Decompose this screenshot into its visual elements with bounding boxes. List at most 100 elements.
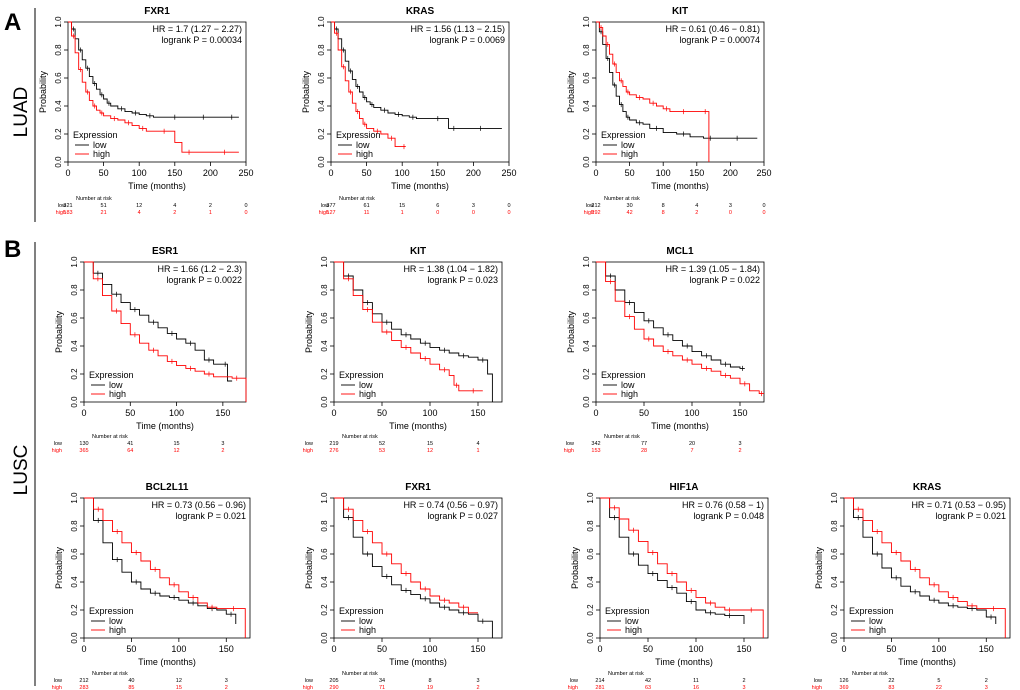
- x-tick-label: 0: [65, 168, 70, 178]
- y-tick-label: 0.4: [320, 340, 329, 352]
- y-tick-label: 0.8: [320, 520, 329, 532]
- risk-value: 1: [209, 210, 212, 216]
- x-tick-label: 0: [331, 644, 336, 654]
- legend-title: Expression: [601, 130, 646, 140]
- risk-value: 30: [627, 203, 633, 209]
- risk-value: 3: [476, 678, 479, 684]
- logrank-p-label: logrank P = 0.027: [427, 511, 498, 521]
- x-tick-label: 50: [362, 168, 372, 178]
- logrank-p-label: logrank P = 0.021: [935, 511, 1006, 521]
- risk-value: 281: [595, 685, 604, 690]
- chart-title: MCL1: [666, 246, 694, 257]
- y-tick-label: 0.0: [54, 156, 63, 168]
- risk-row-label: low: [58, 203, 66, 209]
- risk-value: 2: [742, 678, 745, 684]
- risk-table-header: Number at risk: [76, 196, 112, 202]
- risk-value: 8: [428, 678, 431, 684]
- risk-value: 2: [738, 448, 741, 454]
- survival-curve-high: [596, 21, 710, 162]
- risk-value: 3: [225, 678, 228, 684]
- x-tick-label: 100: [395, 168, 410, 178]
- risk-value: 127: [326, 210, 335, 216]
- risk-value: 8: [662, 210, 665, 216]
- risk-value: 4: [138, 210, 141, 216]
- risk-value: 3: [985, 685, 988, 690]
- plot-frame: [333, 261, 503, 403]
- survival-curve-low: [68, 21, 239, 118]
- x-axis-label: Time (months): [136, 421, 194, 431]
- risk-value: 183: [63, 210, 72, 216]
- risk-table-header: Number at risk: [604, 196, 640, 202]
- y-axis-label: Probability: [566, 310, 576, 353]
- risk-value: 212: [591, 203, 600, 209]
- legend-title: Expression: [89, 606, 134, 616]
- risk-table-header: Number at risk: [92, 434, 128, 440]
- plot-frame: [843, 497, 1011, 639]
- risk-row-label: low: [586, 203, 594, 209]
- y-tick-label: 0.4: [317, 100, 326, 112]
- legend-title: Expression: [73, 130, 118, 140]
- hazard-ratio-label: HR = 0.74 (0.56 − 0.97): [403, 500, 498, 510]
- plot-frame: [330, 21, 510, 163]
- risk-table-header: Number at risk: [608, 671, 644, 677]
- x-tick-label: 100: [684, 408, 699, 418]
- legend-label-low: low: [621, 380, 635, 390]
- risk-value: 2: [985, 678, 988, 684]
- group-label-lusc: LUSC: [11, 445, 32, 496]
- logrank-p-label: logrank P = 0.0022: [166, 275, 242, 285]
- risk-value: 0: [762, 210, 765, 216]
- x-axis-label: Time (months): [389, 421, 447, 431]
- risk-value: 2: [225, 685, 228, 690]
- y-tick-label: 1.0: [586, 492, 595, 504]
- x-tick-label: 50: [625, 168, 635, 178]
- risk-value: 42: [627, 210, 633, 216]
- survival-curve-high: [84, 497, 246, 638]
- survival-curve-low: [84, 497, 237, 624]
- legend-label-high: high: [625, 625, 642, 635]
- risk-row-label: high: [52, 448, 62, 454]
- legend-title: Expression: [849, 606, 894, 616]
- km-chart-lusc-esr1: ESR1 HR = 1.66 (1.2 − 2.3)logrank P = 0.0…: [52, 246, 247, 454]
- chart-title: HIF1A: [670, 482, 699, 493]
- legend-label-high: high: [93, 149, 110, 159]
- risk-value: 219: [329, 441, 338, 447]
- y-tick-label: 0.4: [586, 576, 595, 588]
- risk-value: 64: [127, 448, 133, 454]
- x-tick-label: 0: [841, 644, 846, 654]
- km-chart-lusc-kras: KRAS HR = 0.71 (0.53 − 0.95)logrank P = 0…: [812, 482, 1011, 690]
- y-axis-label: Probability: [54, 310, 64, 353]
- plot-frame: [83, 261, 247, 403]
- y-tick-label: 0.2: [320, 604, 329, 616]
- y-tick-label: 0.0: [70, 396, 79, 408]
- logrank-p-label: logrank P = 0.00074: [679, 35, 760, 45]
- risk-value: 22: [936, 685, 942, 690]
- x-tick-label: 50: [99, 168, 109, 178]
- logrank-p-label: logrank P = 0.048: [693, 511, 764, 521]
- hazard-ratio-label: HR = 0.61 (0.46 − 0.81): [665, 24, 760, 34]
- hazard-ratio-label: HR = 1.56 (1.13 − 2.15): [410, 24, 505, 34]
- y-tick-label: 0.2: [582, 128, 591, 140]
- y-tick-label: 0.8: [70, 520, 79, 532]
- legend-label-low: low: [356, 140, 370, 150]
- legend-label-high: high: [109, 389, 126, 399]
- legend-label-low: low: [93, 140, 107, 150]
- x-tick-label: 150: [215, 408, 230, 418]
- y-tick-label: 0.6: [582, 72, 591, 84]
- y-tick-label: 1.0: [582, 16, 591, 28]
- x-tick-label: 0: [81, 644, 86, 654]
- y-tick-label: 0.0: [70, 632, 79, 644]
- chart-title: KIT: [672, 6, 688, 17]
- survival-curve-high: [596, 261, 764, 395]
- risk-table-header: Number at risk: [852, 671, 888, 677]
- risk-row-label: high: [303, 448, 313, 454]
- y-tick-label: 1.0: [320, 256, 329, 268]
- x-tick-label: 150: [470, 408, 485, 418]
- y-tick-label: 0.8: [582, 44, 591, 56]
- logrank-p-label: logrank P = 0.021: [175, 511, 246, 521]
- risk-value: 212: [79, 678, 88, 684]
- risk-value: 11: [693, 678, 699, 684]
- x-tick-label: 200: [203, 168, 218, 178]
- group-label-luad: LUAD: [11, 87, 32, 138]
- survival-curve-low: [844, 497, 997, 624]
